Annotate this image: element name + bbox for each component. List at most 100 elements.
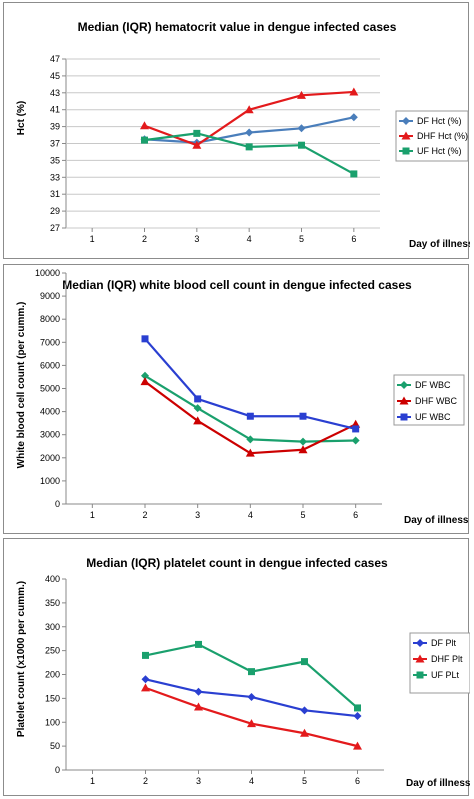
y-tick-label: 8000 [40, 314, 60, 324]
plot-area: 0 50 100 150 200 250 300 350 400 1 2 3 4 5 6 [45, 574, 384, 786]
y-tick-label: 3000 [40, 430, 60, 440]
x-tick-label: 2 [142, 510, 147, 520]
data-point [352, 425, 360, 433]
x-tick-label: 5 [302, 776, 307, 786]
data-point [247, 719, 256, 728]
data-point [142, 651, 149, 659]
y-tick-label: 41 [50, 105, 60, 115]
x-axis-label: Day of illness [409, 239, 470, 250]
data-point [299, 437, 307, 446]
data-point [354, 704, 361, 712]
x-tick-label: 2 [142, 234, 147, 244]
data-point [140, 377, 150, 386]
legend-label: DF Plt [431, 638, 457, 648]
y-tick-label: 10000 [35, 268, 60, 278]
data-point [300, 728, 309, 737]
legend-label: DHF WBC [415, 396, 457, 406]
data-point [244, 105, 254, 114]
data-point [248, 668, 255, 676]
y-tick-label: 7000 [40, 337, 60, 347]
data-point [353, 741, 362, 750]
data-point [194, 702, 203, 711]
chart-title: Median (IQR) white blood cell count in d… [62, 278, 412, 292]
y-tick-label: 50 [50, 741, 60, 751]
legend-marker [402, 117, 410, 125]
legend-label: UF WBC [415, 412, 451, 422]
legend: DF Hct (%) DHF Hct (%) UF Hct (%) [395, 110, 469, 162]
legend-label: UF Hct (%) [417, 146, 462, 156]
x-tick-label: 6 [353, 510, 358, 520]
x-tick-label: 4 [248, 510, 253, 520]
y-tick-label: 47 [50, 54, 60, 64]
data-point [297, 90, 306, 99]
data-point [351, 436, 360, 445]
data-point [141, 136, 148, 144]
y-tick-label: 33 [50, 172, 60, 182]
legend-label: DF Hct (%) [417, 116, 462, 126]
series-line [144, 132, 355, 175]
data-point [193, 416, 203, 425]
data-point [247, 692, 256, 701]
legend-marker [400, 413, 408, 421]
data-point [301, 658, 308, 666]
x-tick-label: 6 [351, 234, 356, 244]
y-tick-label: 1000 [40, 476, 60, 486]
data-point [353, 712, 362, 721]
series-line [144, 374, 356, 443]
data-point [246, 412, 254, 420]
y-tick-label: 9000 [40, 291, 60, 301]
data-point [245, 448, 255, 457]
wbc-chart-panel: Median (IQR) white blood cell count in d… [3, 264, 469, 534]
legend-marker [399, 396, 409, 405]
wbc-chart: Median (IQR) white blood cell count in d… [16, 268, 469, 526]
data-point [194, 687, 203, 696]
data-point [298, 141, 305, 149]
x-tick-label: 5 [299, 234, 304, 244]
data-point [193, 129, 201, 137]
data-point [350, 170, 358, 178]
data-point [194, 395, 202, 403]
y-tick-label: 2000 [40, 453, 60, 463]
data-point [141, 675, 150, 684]
y-tick-label: 0 [55, 765, 60, 775]
chart-title: Median (IQR) hematocrit value in dengue … [78, 20, 397, 34]
x-tick-label: 2 [143, 776, 148, 786]
x-tick-label: 4 [249, 776, 254, 786]
y-tick-label: 200 [45, 670, 60, 680]
legend-marker [401, 131, 411, 140]
x-axis-label: Day of illness [406, 778, 470, 789]
data-point [246, 435, 255, 444]
y-tick-label: 4000 [40, 407, 60, 417]
y-axis-label: White blood cell count (per cumm.) [16, 302, 27, 469]
plot-area: 0 1000 2000 3000 4000 5000 6000 7000 8000 9000 100… [35, 268, 382, 520]
hematocrit-chart: Median (IQR) hematocrit value in dengue … [16, 20, 470, 250]
legend-label: DHF Hct (%) [417, 131, 468, 141]
data-point [245, 143, 253, 151]
data-point [299, 412, 307, 420]
chart-title: Median (IQR) platelet count in dengue in… [86, 556, 388, 570]
legend-label: DHF Plt [431, 654, 463, 664]
y-tick-label: 0 [55, 499, 60, 509]
x-axis-label: Day of illness [404, 515, 469, 526]
legend: DF Plt DHF Plt UF PLt [409, 632, 470, 694]
y-tick-label: 100 [45, 717, 60, 727]
y-tick-label: 150 [45, 693, 60, 703]
y-tick-label: 300 [45, 622, 60, 632]
data-point [140, 121, 149, 130]
x-tick-label: 1 [90, 234, 95, 244]
legend-marker [415, 654, 425, 663]
data-point [245, 128, 254, 137]
data-point [192, 140, 202, 149]
data-point [349, 113, 358, 122]
legend-marker [402, 147, 410, 155]
y-tick-label: 29 [50, 206, 60, 216]
x-tick-label: 3 [194, 234, 199, 244]
y-axis-label: Platelet count (x1000 per cumm.) [16, 581, 27, 737]
x-tick-label: 1 [90, 776, 95, 786]
y-tick-label: 27 [50, 223, 60, 233]
y-tick-label: 39 [50, 122, 60, 132]
legend: DF WBC DHF WBC UF WBC [393, 374, 465, 426]
y-tick-label: 250 [45, 646, 60, 656]
data-point [300, 706, 309, 715]
